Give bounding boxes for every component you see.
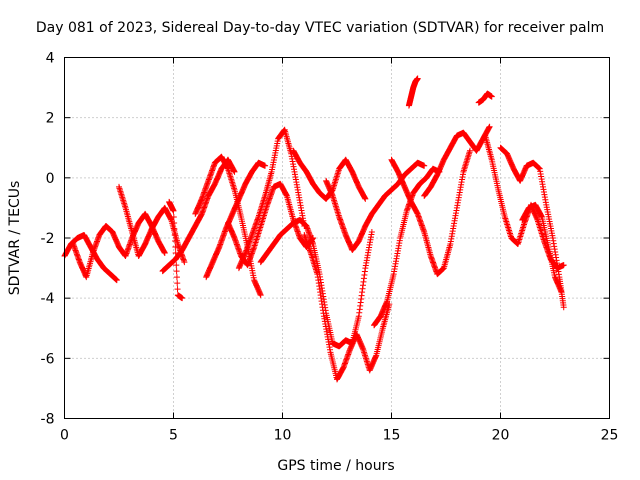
data-point: [171, 219, 178, 226]
series-track-s: [482, 132, 567, 272]
data-point: [560, 304, 567, 311]
y-axis-label: SDTVAR / TECUs: [7, 181, 23, 296]
data-point: [558, 289, 565, 296]
series-track-e: [166, 198, 186, 302]
x-tick-label: 0: [60, 428, 69, 444]
y-tick-label: 4: [46, 51, 55, 67]
x-tick-label: 15: [383, 428, 401, 444]
data-point: [231, 168, 238, 175]
series-track-r: [475, 90, 495, 106]
series-track-i: [235, 126, 308, 272]
series-track-p: [388, 147, 473, 278]
tick-marks: [64, 57, 610, 419]
data-point: [172, 250, 179, 257]
data-point: [179, 295, 186, 302]
y-tick-label: -6: [41, 351, 55, 367]
data-point: [362, 195, 369, 202]
data-marks: [61, 75, 567, 383]
data-point: [368, 228, 375, 235]
data-point: [172, 244, 179, 251]
series-track-u: [519, 201, 565, 296]
chart-title: Day 081 of 2023, Sidereal Day-to-day VTE…: [36, 20, 604, 36]
data-point: [488, 93, 495, 100]
data-point: [173, 262, 180, 269]
data-point: [466, 147, 473, 154]
y-tick-label: 2: [46, 111, 55, 127]
x-tick-label: 10: [274, 428, 292, 444]
data-point: [174, 280, 181, 287]
series-track-l: [290, 147, 369, 202]
series-track-f: [192, 153, 264, 299]
data-point: [414, 75, 421, 82]
y-tick-label: 0: [46, 171, 55, 187]
data-point: [257, 292, 264, 299]
series-track-k: [301, 231, 393, 383]
y-tick-label: -8: [41, 412, 55, 428]
data-point: [173, 274, 180, 281]
x-tick-label: 5: [169, 428, 178, 444]
data-point: [171, 231, 178, 238]
x-axis-label: GPS time / hours: [277, 458, 394, 474]
series-track-o: [405, 75, 421, 109]
data-point: [421, 162, 428, 169]
data-point: [172, 256, 179, 263]
series-track-m: [323, 159, 428, 254]
data-point: [262, 162, 269, 169]
data-point: [486, 123, 493, 130]
data-point: [113, 277, 120, 284]
data-point: [170, 207, 177, 214]
data-point: [171, 225, 178, 232]
data-point: [174, 286, 181, 293]
series-track-t: [497, 144, 567, 311]
data-point: [560, 262, 567, 269]
series-track-c: [116, 183, 188, 266]
x-tick-label: 25: [601, 428, 619, 444]
series-track-q: [421, 123, 493, 199]
y-tick-label: -2: [41, 231, 55, 247]
data-point: [170, 213, 177, 220]
tick-labels: 0 5 10 15 20 25 -8 -6 -4 -2 0 2 4: [41, 51, 619, 444]
data-point: [181, 259, 188, 266]
y-tick-label: -4: [41, 291, 55, 307]
x-tick-label: 20: [492, 428, 510, 444]
series-track-g: [203, 159, 269, 281]
data-point: [172, 238, 179, 245]
data-point: [173, 268, 180, 275]
data-point: [161, 250, 168, 257]
